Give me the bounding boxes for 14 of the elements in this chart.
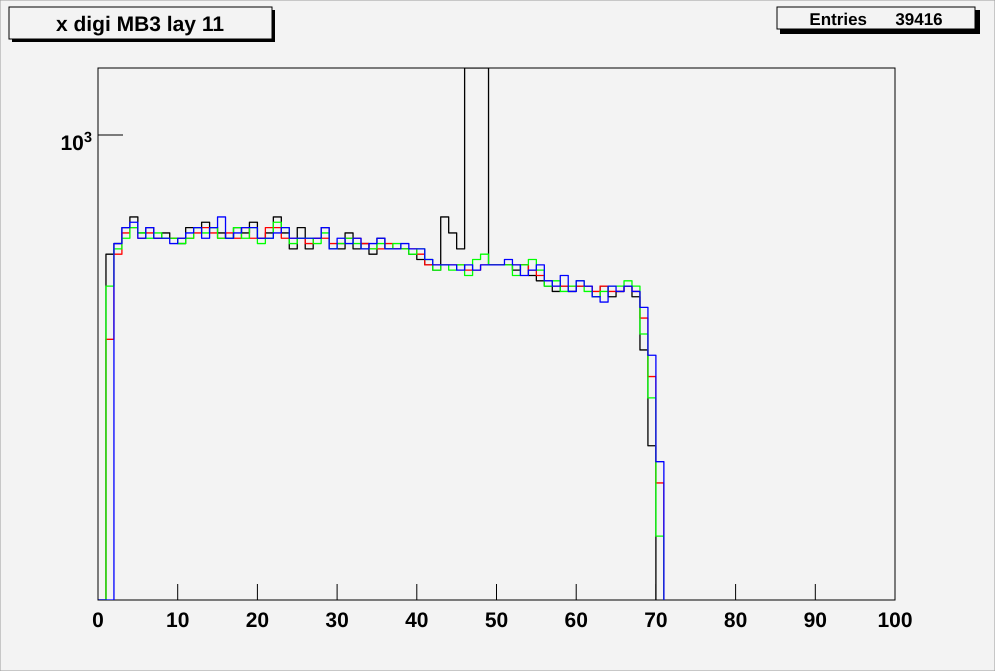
x-tick-label: 30 (325, 609, 349, 632)
x-tick-label: 0 (92, 609, 104, 632)
x-tick-label: 40 (405, 609, 428, 632)
x-tick-label: 80 (724, 609, 748, 632)
x-tick-label: 50 (484, 609, 508, 632)
x-tick-label: 90 (804, 609, 827, 632)
x-tick-label: 10 (166, 609, 190, 632)
x-tick-label: 100 (877, 609, 913, 632)
x-tick-label: 20 (246, 609, 270, 632)
text: Entries 39416 (809, 10, 943, 29)
text: 10$^{3}$ (60, 130, 92, 155)
chart-title: x digi MB3 lay 11 (56, 13, 224, 36)
x-tick-label: 60 (564, 609, 588, 632)
x-tick-label: 70 (644, 609, 668, 632)
